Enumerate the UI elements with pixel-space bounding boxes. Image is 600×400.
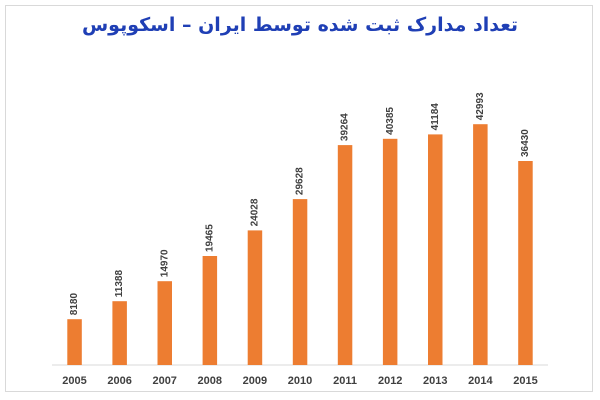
x-tick-label-2012: 2012 <box>378 375 402 387</box>
x-tick-label-2006: 2006 <box>107 375 131 387</box>
x-tick-label-2011: 2011 <box>333 375 357 387</box>
x-tick-label-2010: 2010 <box>288 375 312 387</box>
value-label-2007: 14970 <box>159 249 170 277</box>
x-tick-labels-group: 2005 2006 2007 2008 2009 2010 2011 2012 2013 2014… <box>62 375 537 387</box>
bar-2007 <box>157 281 172 365</box>
value-labels-group: 8180 11388 14970 19465 24028 29628 39264 40385 4… <box>69 92 531 315</box>
bars-group <box>67 124 533 365</box>
bar-2011 <box>337 145 353 365</box>
x-tick-label-2014: 2014 <box>468 375 493 387</box>
bar-2009 <box>247 230 263 365</box>
value-label-2014: 42993 <box>475 92 486 120</box>
bar-2015 <box>518 161 533 365</box>
value-label-2009: 24028 <box>250 198 261 226</box>
value-label-2010: 29628 <box>295 167 306 195</box>
x-tick-label-2008: 2008 <box>198 375 222 387</box>
value-label-2008: 19465 <box>204 224 215 252</box>
value-label-2011: 39264 <box>340 113 351 141</box>
x-tick-label-2015: 2015 <box>513 375 537 387</box>
chart-title: تعداد مدارک ثبت شده توسط ایران – اسکوپوس <box>81 14 519 36</box>
x-tick-label-2013: 2013 <box>423 375 447 387</box>
bar-2012 <box>382 138 398 365</box>
bar-2005 <box>67 319 82 365</box>
bar-2010 <box>292 199 308 365</box>
bar-2014 <box>473 124 488 365</box>
x-tick-label-2007: 2007 <box>152 375 176 387</box>
x-tick-label-2005: 2005 <box>62 375 86 387</box>
value-label-2005: 8180 <box>69 293 80 316</box>
bar-2013 <box>428 134 443 365</box>
value-label-2015: 36430 <box>520 129 531 157</box>
value-label-2006: 11388 <box>114 270 125 298</box>
bar-2008 <box>202 256 218 365</box>
value-label-2012: 40385 <box>385 107 396 135</box>
x-tick-label-2009: 2009 <box>243 375 267 387</box>
bar-2006 <box>112 301 127 365</box>
value-label-2013: 41184 <box>430 103 441 131</box>
